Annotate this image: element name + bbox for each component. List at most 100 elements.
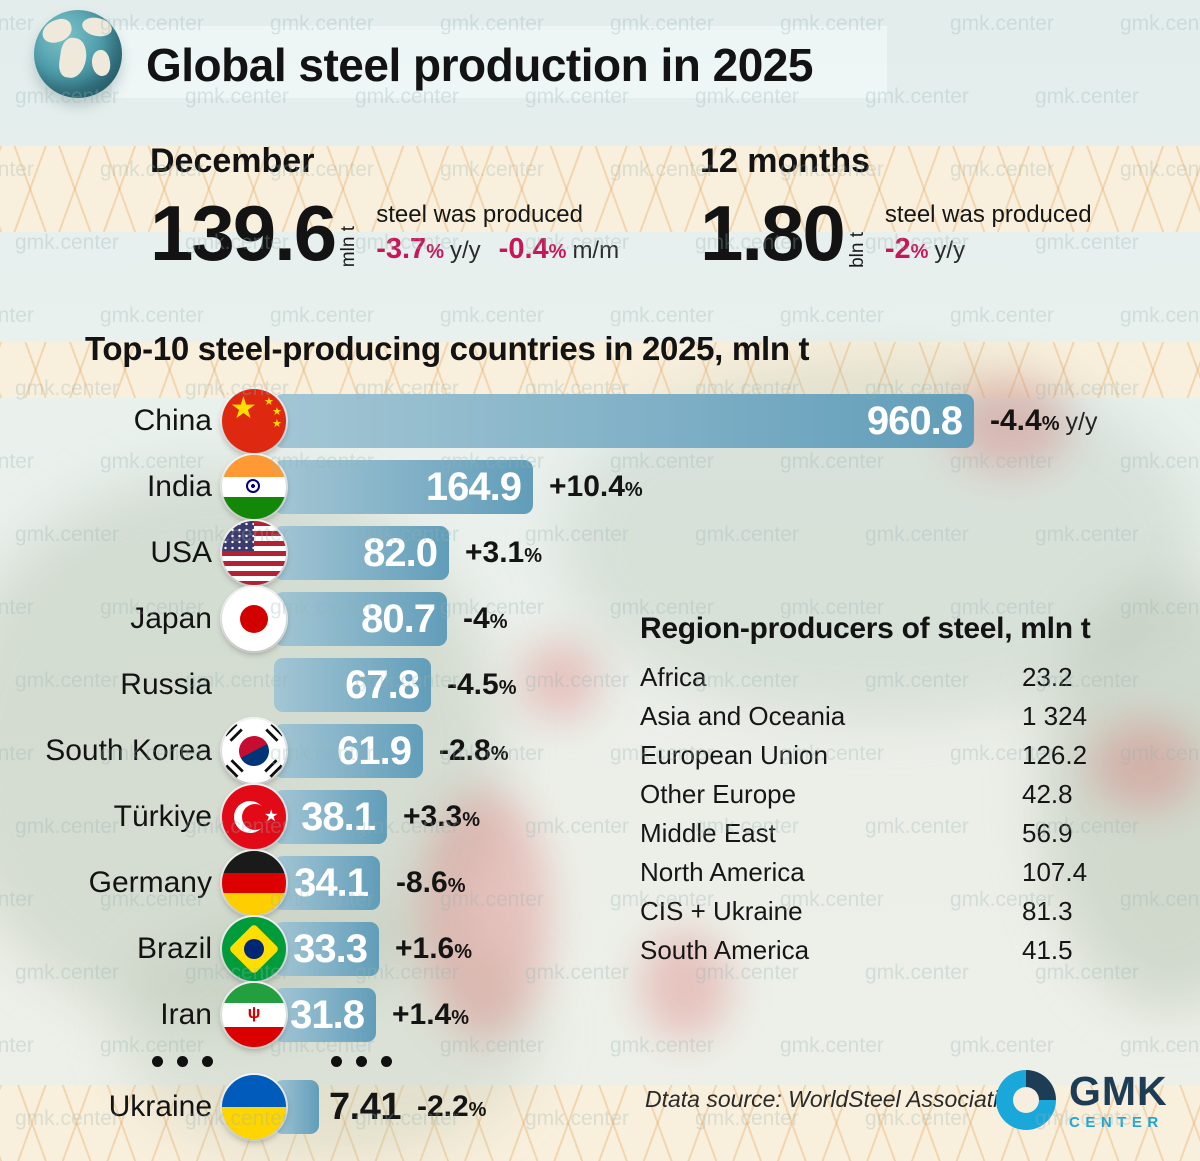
bar-value: 67.8 (345, 662, 420, 707)
region-row: Africa 23.2 (640, 662, 1170, 701)
stat-description: steel was produced (884, 200, 1092, 228)
change-label: -2.2% (416, 1090, 487, 1123)
chart-row-germany: Germany 34.1 -8.6% (0, 850, 1200, 916)
country-label: Türkiye (113, 799, 212, 833)
chart-row-iran: Iran ψ 31.8 +1.4% (0, 982, 1200, 1048)
ellipsis-dots (152, 1055, 213, 1067)
bar-value: 38.1 (301, 794, 376, 839)
change-label: -8.6% (396, 866, 466, 899)
flag-turkiye-icon: ★ (222, 785, 286, 849)
change-label: -4.4% y/y (990, 404, 1098, 437)
region-name: Africa (640, 662, 707, 692)
regions-table: Africa 23.2 Asia and Oceania 1 324 European … (640, 662, 1170, 974)
country-label: India (146, 469, 212, 503)
regions-title: Region-producers of steel, mln t (640, 612, 1091, 645)
region-value: 1 324 (1022, 701, 1088, 731)
chart-row-ukraine: Ukraine 7.41 -2.2% (0, 1074, 1200, 1140)
region-row: Asia and Oceania 1 324 (640, 701, 1170, 740)
flag-slot: ★ (222, 784, 288, 850)
flag-iran-icon: ψ (222, 983, 286, 1047)
flag-india-icon (222, 455, 286, 519)
change-label: -4% (463, 602, 508, 635)
change-label: +1.6% (395, 932, 473, 965)
bar-value: 960.8 (866, 398, 963, 443)
flag-slot (222, 454, 288, 520)
country-label: Ukraine (108, 1089, 212, 1123)
chart-row-china: China ★ ★ ★ ★ 960.8 -4.4% y/y (0, 388, 1200, 454)
bar: 164.9 (274, 460, 533, 514)
red-highlight-blob (640, 930, 730, 1040)
flag-usa-icon (222, 521, 286, 585)
top10-bar-chart: China ★ ★ ★ ★ 960.8 -4.4% y/y India 164.9 +10.4% US… (0, 388, 1200, 1140)
region-name: Middle East (640, 818, 776, 848)
region-value: 81.3 (1022, 896, 1073, 926)
country-label: Japan (130, 601, 212, 635)
bar: 34.1 (274, 856, 380, 910)
region-row: CIS + Ukraine 81.3 (640, 896, 1170, 935)
flag-slot (222, 520, 288, 586)
country-label: USA (150, 535, 212, 569)
country-label: Russia (120, 667, 212, 701)
gmk-center-logo: GMK CENTER (996, 1070, 1168, 1130)
bar: 82.0 (274, 526, 449, 580)
bar: 960.8 (274, 394, 974, 448)
region-value: 107.4 (1022, 857, 1088, 887)
country-label: Iran (160, 997, 212, 1031)
change-label: +3.1% (465, 536, 543, 569)
region-name: North America (640, 857, 805, 887)
change-label: -2.8% (439, 734, 509, 767)
region-value: 23.2 (1022, 662, 1073, 692)
bar: 61.9 (274, 724, 423, 778)
change-label: +3.3% (403, 800, 481, 833)
data-source-note: Dtata source: WorldSteel Association (645, 1086, 1024, 1112)
region-name: South America (640, 935, 810, 965)
stat-changes: -3.7% y/y -0.4% m/m (376, 233, 637, 266)
chart-row-india: India 164.9 +10.4% (0, 454, 1200, 520)
bar-value: 31.8 (290, 992, 365, 1037)
chart-row-usa: USA 82.0 +3.1% (0, 520, 1200, 586)
title-highlight-band (112, 26, 887, 98)
change-value: -0.4% m/m (498, 232, 620, 265)
red-highlight-blob (520, 640, 600, 720)
region-value: 126.2 (1022, 740, 1088, 770)
chart-title: Top-10 steel-producing countries in 2025… (85, 330, 810, 367)
bar: 67.8 (274, 658, 431, 712)
flag-slot (222, 718, 288, 784)
bar-value: 82.0 (363, 530, 438, 575)
chart-row-south-korea: South Korea 61.9 -2.8% (0, 718, 1200, 784)
stat-value: 139.6 (150, 189, 337, 277)
pattern-band-bottom (0, 1085, 1200, 1161)
region-name: Asia and Oceania (640, 701, 846, 731)
ellipsis-dots (331, 1055, 392, 1067)
flag-slot: ★ ★ ★ ★ (222, 388, 288, 454)
chart-row-türkiye: Türkiye ★ 38.1 +3.3% (0, 784, 1200, 850)
region-row: South America 41.5 (640, 935, 1170, 974)
gmk-donut-icon (996, 1070, 1056, 1130)
red-highlight-blob (1090, 720, 1200, 810)
chart-row-russia: Russia 67.8 -4.5% (0, 652, 1200, 718)
region-row: North America 107.4 (640, 857, 1170, 896)
flag-brazil-icon (222, 917, 286, 981)
flag-slot (222, 850, 288, 916)
ellipsis-row (0, 1048, 1200, 1074)
bar: 80.7 (274, 592, 447, 646)
logo-brand-text: GMK (1069, 1067, 1168, 1114)
change-value: -2% y/y (884, 232, 966, 265)
chart-row-japan: Japan 80.7 -4% (0, 586, 1200, 652)
flag-slot: ψ (222, 982, 288, 1048)
flag-slot (222, 916, 288, 982)
bar-value: 80.7 (361, 596, 436, 641)
flag-china-icon: ★ ★ ★ ★ (222, 389, 286, 453)
flag-japan-icon (222, 587, 286, 651)
stat-unit: mln t (338, 226, 360, 268)
stat-description: steel was produced (376, 200, 583, 228)
flag-south-korea-icon (222, 719, 286, 783)
region-row: European Union 126.2 (640, 740, 1170, 779)
flag-slot (222, 1074, 288, 1140)
change-label: +1.4% (392, 998, 470, 1031)
change-label: -4.5% (447, 668, 517, 701)
region-row: Middle East 56.9 (640, 818, 1170, 857)
change-label: +10.4% (549, 470, 643, 503)
bar: 31.8 (274, 988, 376, 1042)
